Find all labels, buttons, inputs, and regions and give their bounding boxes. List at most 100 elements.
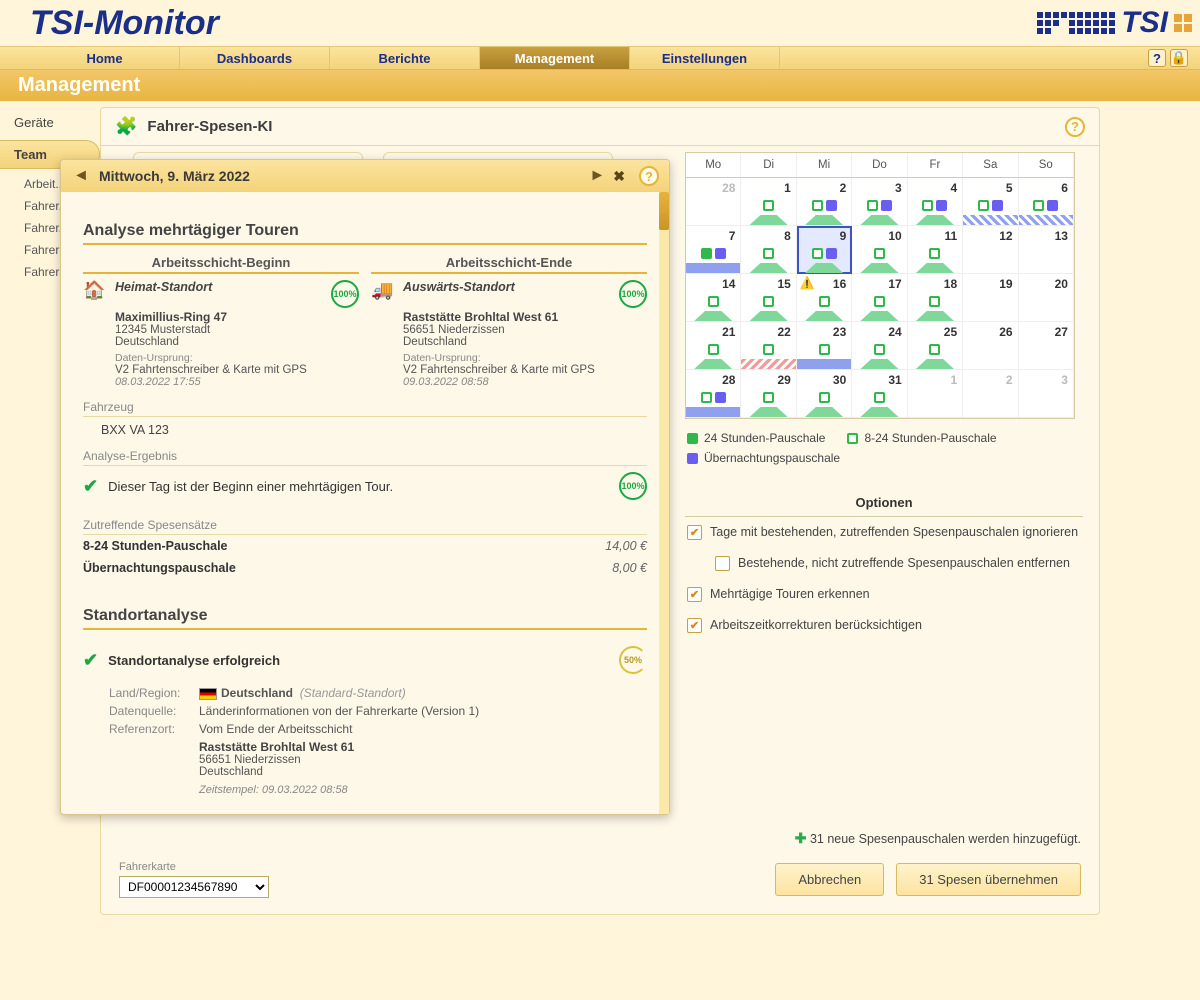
cal-cell[interactable]: 25 [908,322,963,370]
cal-cell[interactable]: 2 [963,370,1018,418]
nav-berichte[interactable]: Berichte [330,47,480,69]
cal-cell[interactable]: 13 [1019,226,1074,274]
cal-cell[interactable]: 3 [1019,370,1074,418]
cal-cell[interactable]: 31 [852,370,907,418]
cal-cell[interactable]: 7 [686,226,741,274]
next-day-button[interactable]: ► [587,167,607,185]
rates-list: 8-24 Stunden-Pauschale14,00 € Übernachtu… [83,535,647,579]
card-select[interactable]: DF00001234567890 [119,876,269,898]
cal-day-number: 31 [852,373,901,387]
cal-marks [852,248,906,259]
help-icon[interactable]: ? [1148,49,1166,67]
cal-cell[interactable]: 21 [686,322,741,370]
kv-land-hint: (Standard-Standort) [300,686,406,700]
cal-day-number: 22 [741,325,790,339]
cal-weekday: Fr [908,153,963,178]
cal-cell[interactable]: 1 [741,178,796,226]
option-checkbox[interactable]: ✔ [687,525,702,540]
panel-help-icon[interactable]: ? [1065,117,1085,137]
cal-cell[interactable]: 28 [686,178,741,226]
cal-cell[interactable]: 17 [852,274,907,322]
cal-stripe [1019,215,1073,225]
cal-cell[interactable]: 16⚠️ [797,274,852,322]
nav-management[interactable]: Management [480,47,630,69]
apply-button[interactable]: 31 Spesen übernehmen [896,863,1081,896]
lock-icon[interactable]: 🔒 [1170,49,1188,67]
cal-cell[interactable]: 1 [908,370,963,418]
analyse-title: Analyse mehrtägiger Touren [83,222,647,245]
calendar-legend: 24 Stunden-Pauschale 8-24 Stunden-Pausch… [685,419,1083,483]
cal-cell[interactable]: 28 [686,370,741,418]
cal-marks [908,344,962,355]
cal-cell[interactable]: 26 [963,322,1018,370]
check-icon-2: ✔ [83,650,98,671]
popup-help-icon[interactable]: ? [639,166,659,186]
option-checkbox[interactable]: ✔ [687,618,702,633]
option-checkbox[interactable]: ✔ [715,556,730,571]
sidebar-tab-geraete[interactable]: Geräte [0,109,100,136]
option-label: Tage mit bestehenden, zutreffenden Spese… [710,525,1078,539]
cal-cell[interactable]: 30 [797,370,852,418]
popup-date-title: Mittwoch, 9. März 2022 [91,168,587,184]
cal-stripe [686,359,740,369]
cal-cell[interactable]: 27 [1019,322,1074,370]
cal-cell[interactable]: 14 [686,274,741,322]
result-label: Analyse-Ergebnis [83,449,647,466]
cal-mark-gh [819,344,830,355]
nav-home[interactable]: Home [30,47,180,69]
cal-cell[interactable]: 10 [852,226,907,274]
cal-marks [908,200,962,211]
nav-einstellungen[interactable]: Einstellungen [630,47,780,69]
rate-1-name: Übernachtungspauschale [83,561,236,575]
cal-mark-p [992,200,1003,211]
cal-mark-p [881,200,892,211]
plus-icon: ✚ [795,830,807,846]
cal-day-number: 3 [852,181,901,195]
cal-cell[interactable]: 8 [741,226,796,274]
cal-day-number: 2 [797,181,846,195]
cal-mark-gh [763,296,774,307]
cal-mark-gh [867,200,878,211]
cal-cell[interactable]: 18 [908,274,963,322]
cal-stripe [741,407,795,417]
cal-day-number: 30 [797,373,846,387]
cal-cell[interactable]: 20 [1019,274,1074,322]
nav-dashboards[interactable]: Dashboards [180,47,330,69]
legend-sq-824 [847,433,858,444]
option-checkbox[interactable]: ✔ [687,587,702,602]
cal-stripe [741,311,795,321]
cal-marks [852,392,906,403]
status-line: ✚ 31 neue Spesenpauschalen werden hinzug… [101,826,1099,851]
cal-cell[interactable]: 11 [908,226,963,274]
cal-cell[interactable]: 24 [852,322,907,370]
cal-cell[interactable]: 5 [963,178,1018,226]
cal-cell[interactable]: 29 [741,370,796,418]
cancel-button[interactable]: Abbrechen [775,863,884,896]
cal-day-number: 14 [686,277,735,291]
cal-stripe [908,215,962,225]
cal-marks [1019,200,1073,211]
cal-cell[interactable]: 4 [908,178,963,226]
cal-cell[interactable]: 9 [797,226,852,274]
brand-title: TSI-Monitor [30,0,219,46]
vehicle-label: Fahrzeug [83,400,647,417]
cal-cell[interactable]: 23 [797,322,852,370]
cal-marks [741,248,795,259]
popup-scrollbar[interactable] [659,192,669,814]
cal-cell[interactable]: 3 [852,178,907,226]
kv-ref-addr3: Deutschland [199,766,647,778]
popup-close-button[interactable]: ✖ [607,168,631,185]
prev-day-button[interactable]: ◄ [71,167,91,185]
cal-marks [908,296,962,307]
cal-cell[interactable]: 19 [963,274,1018,322]
cal-cell[interactable]: 6 [1019,178,1074,226]
cal-cell[interactable]: 12 [963,226,1018,274]
cal-cell[interactable]: 2 [797,178,852,226]
rate-1-amt: 8,00 € [612,561,647,575]
cal-mark-gh [763,248,774,259]
cal-cell[interactable]: 22 [741,322,796,370]
cal-stripe [741,263,795,273]
cal-mark-gh [763,392,774,403]
cal-cell[interactable]: 15 [741,274,796,322]
cal-marks [852,200,906,211]
